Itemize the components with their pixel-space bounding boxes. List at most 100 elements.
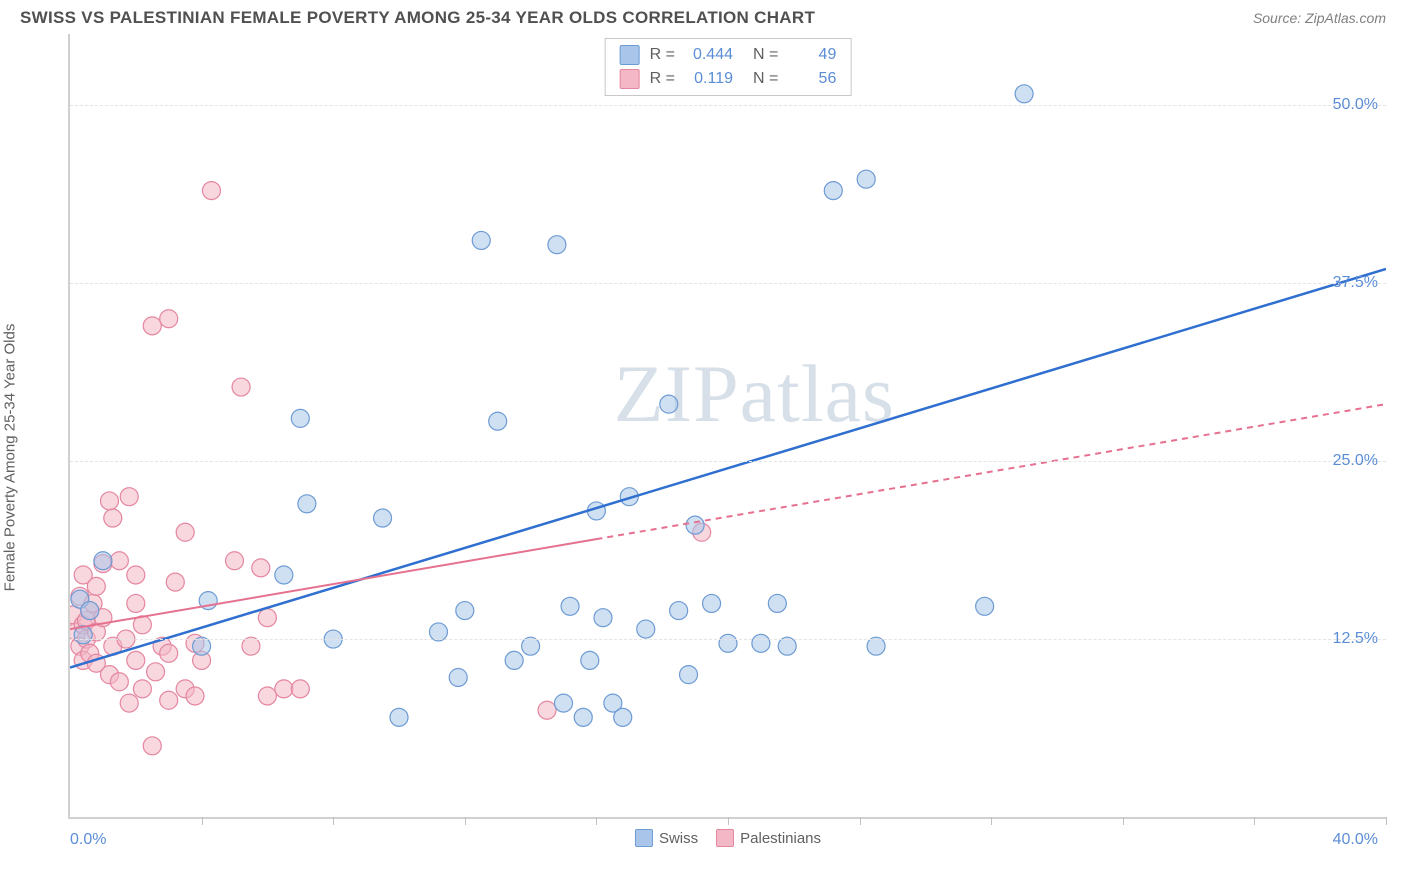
data-point <box>291 409 309 427</box>
legend-swatch <box>620 45 640 65</box>
data-point <box>160 644 178 662</box>
data-point <box>561 597 579 615</box>
data-point <box>703 594 721 612</box>
x-tick <box>333 817 334 825</box>
stats-n-label: N = <box>753 43 778 67</box>
data-point <box>202 182 220 200</box>
stats-n-value: 56 <box>788 67 836 91</box>
data-point <box>298 495 316 513</box>
data-point <box>456 602 474 620</box>
legend-item: Swiss <box>635 829 698 847</box>
data-point <box>275 566 293 584</box>
data-point <box>976 597 994 615</box>
stats-row: R = 0.444 N = 49 <box>620 43 837 67</box>
data-point <box>768 594 786 612</box>
x-tick <box>860 817 861 825</box>
data-point <box>857 170 875 188</box>
data-point <box>127 594 145 612</box>
legend-swatch <box>635 829 653 847</box>
data-point <box>160 310 178 328</box>
data-point <box>614 708 632 726</box>
data-point <box>104 509 122 527</box>
data-point <box>143 317 161 335</box>
data-point <box>127 651 145 669</box>
data-point <box>110 673 128 691</box>
x-tick <box>1254 817 1255 825</box>
data-point <box>143 737 161 755</box>
data-point <box>232 378 250 396</box>
x-tick <box>1386 817 1387 825</box>
data-point <box>390 708 408 726</box>
data-point <box>548 236 566 254</box>
data-point <box>133 680 151 698</box>
stats-r-label: R = <box>650 67 675 91</box>
data-point <box>120 694 138 712</box>
data-point <box>574 708 592 726</box>
legend-label: Palestinians <box>740 830 821 847</box>
data-point <box>291 680 309 698</box>
data-point <box>555 694 573 712</box>
gridline <box>70 639 1386 640</box>
stats-r-value: 0.119 <box>685 67 733 91</box>
chart-container: Female Poverty Among 25-34 Year Olds ZIP… <box>20 34 1386 864</box>
data-point <box>489 412 507 430</box>
data-point <box>505 651 523 669</box>
x-tick <box>1123 817 1124 825</box>
data-point <box>449 668 467 686</box>
gridline <box>70 105 1386 106</box>
data-point <box>160 691 178 709</box>
data-point <box>1015 85 1033 103</box>
plot-area: ZIPatlas R =0.444N =49R =0.119N =56 0.0%… <box>68 34 1386 819</box>
data-point <box>147 663 165 681</box>
data-point <box>660 395 678 413</box>
legend-item: Palestinians <box>716 829 821 847</box>
x-tick <box>465 817 466 825</box>
stats-legend-box: R = 0.444 N = 49 R = 0.119 N = 56 <box>605 38 852 96</box>
x-tick <box>202 817 203 825</box>
data-point <box>594 609 612 627</box>
stats-r-label: R = <box>650 43 675 67</box>
data-point <box>110 552 128 570</box>
data-point <box>824 182 842 200</box>
data-point <box>680 666 698 684</box>
data-point <box>275 680 293 698</box>
y-axis-label: Female Poverty Among 25-34 Year Olds <box>2 324 19 592</box>
y-tick-label: 12.5% <box>1333 630 1378 648</box>
data-point <box>94 552 112 570</box>
data-point <box>719 634 737 652</box>
data-point <box>670 602 688 620</box>
stats-row: R = 0.119 N = 56 <box>620 67 837 91</box>
y-tick-label: 25.0% <box>1333 452 1378 470</box>
bottom-legend: Swiss Palestinians <box>635 829 821 847</box>
data-point <box>258 687 276 705</box>
legend-label: Swiss <box>659 830 698 847</box>
data-point <box>81 602 99 620</box>
gridline <box>70 283 1386 284</box>
data-point <box>472 231 490 249</box>
x-tick <box>991 817 992 825</box>
legend-swatch <box>620 69 640 89</box>
y-tick-label: 50.0% <box>1333 96 1378 114</box>
stats-n-label: N = <box>753 67 778 91</box>
y-tick-label: 37.5% <box>1333 274 1378 292</box>
stats-r-value: 0.444 <box>685 43 733 67</box>
data-point <box>100 492 118 510</box>
data-point <box>538 701 556 719</box>
data-point <box>226 552 244 570</box>
x-tick <box>596 817 597 825</box>
x-axis-min-label: 0.0% <box>70 831 106 849</box>
legend-swatch <box>716 829 734 847</box>
x-tick <box>728 817 729 825</box>
data-point <box>166 573 184 591</box>
chart-title: SWISS VS PALESTINIAN FEMALE POVERTY AMON… <box>20 8 815 28</box>
data-point <box>637 620 655 638</box>
stats-n-value: 49 <box>788 43 836 67</box>
trend-line <box>70 269 1386 668</box>
x-axis-max-label: 40.0% <box>1333 831 1378 849</box>
trend-line <box>70 539 596 629</box>
data-point <box>581 651 599 669</box>
source-label: Source: ZipAtlas.com <box>1253 10 1386 26</box>
data-point <box>120 488 138 506</box>
data-point <box>752 634 770 652</box>
data-point <box>686 516 704 534</box>
